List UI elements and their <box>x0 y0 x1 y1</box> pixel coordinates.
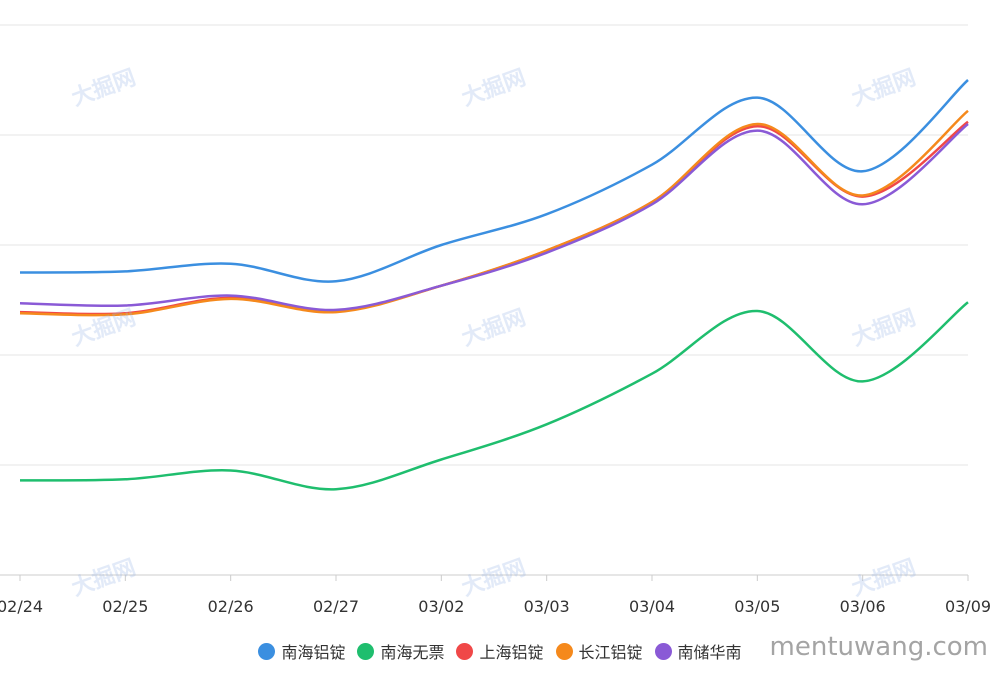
x-axis: 02/24 02/25 02/26 02/27 03/02 03/03 03/04 03/05… <box>0 575 991 616</box>
series-line-4 <box>19 123 969 312</box>
legend-swatch <box>456 642 474 660</box>
legend-item-4[interactable]: 南储华南 <box>654 639 742 663</box>
legend-item-1[interactable]: 南海无票 <box>357 639 444 663</box>
legend-swatch <box>555 642 573 660</box>
series-line-0 <box>19 79 969 283</box>
x-tick-label: 03/09 <box>945 597 991 616</box>
x-tick-label: 03/03 <box>524 597 570 616</box>
chart-legend: 南海铝锭 南海无票 上海铝锭 长江铝锭 南储华南 <box>0 636 1000 666</box>
legend-label: 南海铝锭 <box>281 643 346 662</box>
legend-item-0[interactable]: 南海铝锭 <box>258 639 345 663</box>
legend-swatch <box>258 642 276 660</box>
x-tick-label: 02/25 <box>102 597 148 616</box>
legend-label: 南海无票 <box>380 643 445 662</box>
x-tick-label: 02/27 <box>313 597 359 616</box>
legend-label: 上海铝锭 <box>479 643 544 662</box>
series-line-3 <box>19 109 969 317</box>
x-tick-label: 02/24 <box>0 597 43 616</box>
grid-lines <box>0 24 968 576</box>
legend-label: 长江铝锭 <box>578 643 643 662</box>
watermark-site: mentuwang.com <box>769 632 988 662</box>
x-tick-label: 03/06 <box>840 597 886 616</box>
x-tick-label: 02/26 <box>208 597 254 616</box>
legend-item-2[interactable]: 上海铝锭 <box>456 639 544 663</box>
legend-swatch <box>654 642 672 660</box>
legend-item-3[interactable]: 长江铝锭 <box>555 639 643 663</box>
x-tick-label: 03/05 <box>734 597 780 616</box>
legend-swatch <box>357 642 375 660</box>
x-tick-label: 03/04 <box>629 597 675 616</box>
series-lines <box>19 79 969 491</box>
x-tick-label: 03/02 <box>418 597 464 616</box>
legend-label: 南储华南 <box>677 643 742 662</box>
series-line-1 <box>19 301 969 491</box>
